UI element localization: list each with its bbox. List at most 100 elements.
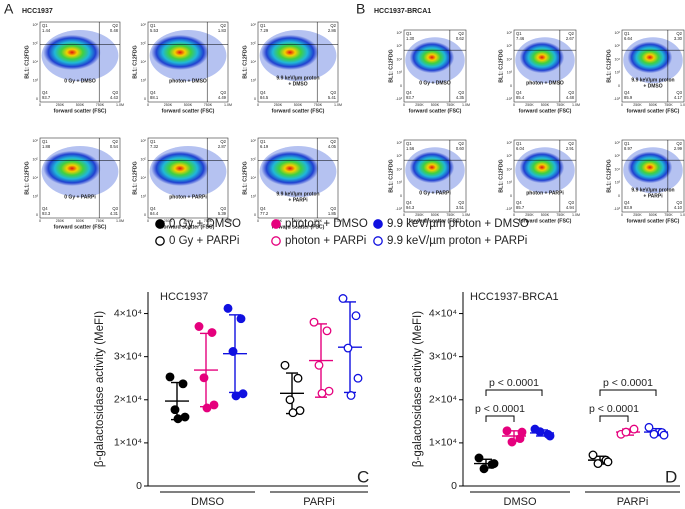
data-point (338, 294, 348, 303)
condition-label: + PARPi (288, 198, 308, 204)
quadrant-name: Q3 (112, 90, 118, 95)
y-axis-title: β-galactosidase activity (MeFI) (412, 311, 424, 467)
quadrant-value: 4.35 (456, 95, 465, 100)
y-tick-label: 0 (36, 213, 38, 217)
p-value: p < 0.0001 (489, 377, 539, 389)
quadrant-name: Q1 (516, 31, 522, 36)
x-tick-label: 1.0M (116, 219, 124, 223)
data-point (194, 322, 204, 331)
quadrant-value: 3.51 (456, 205, 465, 210)
data-point (280, 360, 290, 370)
data-point (236, 314, 246, 324)
x-tick-label: 500K (76, 103, 85, 107)
y-axis-title: BL1: C12FDG (606, 159, 612, 192)
quadrant-value: 2.86 (328, 28, 337, 33)
density-cloud (519, 41, 565, 74)
chart-title: HCC1937 (160, 291, 208, 303)
y-tick-label: 10³ (507, 181, 513, 185)
x-tick-label: 750K (96, 103, 105, 107)
y-axis-title: BL1: C12FDG (498, 159, 504, 192)
density-cloud (627, 41, 673, 74)
y-tick-label: 0 (36, 97, 38, 101)
quadrant-name: Q3 (330, 90, 336, 95)
x-tick-label: 250K (56, 103, 65, 107)
y-tick-label: 0 (254, 97, 256, 101)
y-tick-label: 2×10⁴ (114, 394, 142, 406)
data-point (343, 343, 353, 353)
data-point (178, 379, 188, 389)
y-tick-label: 4×10⁴ (429, 307, 457, 319)
y-tick-label: 10⁴ (140, 60, 146, 64)
quadrant-value: 4.49 (218, 95, 227, 100)
data-point (228, 347, 238, 356)
y-tick-label: 10³ (397, 181, 403, 185)
y-tick-label: 1×10⁴ (114, 437, 142, 449)
x-tick-label: 250K (415, 213, 424, 217)
data-point (202, 403, 212, 413)
quadrant-value: 85.9 (624, 95, 633, 100)
quadrant-value: 3.30 (674, 36, 683, 41)
quadrant-name: Q1 (406, 31, 412, 36)
condition-label: 9.9 keV/µm proton (276, 76, 319, 82)
y-tick-label: -10³ (506, 97, 513, 101)
quadrant-name: Q2 (220, 23, 226, 28)
y-tick-label: 10⁵ (141, 157, 147, 161)
quadrant-value: 4.48 (566, 95, 575, 100)
quadrant-name: Q3 (568, 200, 574, 205)
x-tick-label: 750K (96, 219, 105, 223)
significance-bracket (485, 415, 515, 422)
legend-marker (373, 236, 383, 246)
y-tick-label: 10⁵ (397, 44, 403, 48)
chart-title: HCC1937-BRCA1 (470, 291, 559, 303)
condition-label: 0 Gy + DMSO (64, 79, 96, 85)
x-tick-label: 1.0M (462, 103, 470, 107)
y-tick-label: 10⁵ (615, 44, 621, 48)
x-tick-label: 0 (147, 103, 149, 107)
quadrant-name: Q4 (516, 90, 522, 95)
condition-label: + DMSO (643, 84, 662, 90)
y-axis-title: BL1: C12FDG (24, 161, 30, 194)
x-axis-title: forward scatter (FSC) (54, 108, 107, 114)
quadrant-name: Q4 (516, 200, 522, 205)
data-point (353, 373, 363, 383)
quadrant-name: Q2 (458, 31, 464, 36)
quadrant-value: 84.4 (150, 211, 159, 216)
data-point (231, 391, 241, 401)
data-point (199, 373, 209, 383)
y-tick-label: 10⁴ (614, 167, 620, 171)
x-tick-label: 500K (649, 213, 658, 217)
y-tick-label: 10⁴ (396, 167, 402, 171)
x-tick-label: 750K (556, 213, 565, 217)
x-tick-label: 0 (621, 103, 623, 107)
legend-marker (271, 236, 281, 246)
x-tick-label: 1.0M (572, 213, 580, 217)
quadrant-value: 2.91 (566, 146, 575, 151)
y-tick-label: 10⁴ (506, 167, 512, 171)
quadrant-name: Q2 (458, 141, 464, 146)
data-point (593, 459, 603, 469)
y-tick-label: 10⁴ (32, 176, 38, 180)
quadrant-name: Q2 (330, 23, 336, 28)
quadrant-name: Q4 (42, 206, 48, 211)
condition-label: photon + DMSO (169, 79, 207, 85)
y-axis-title: BL1: C12FDG (606, 49, 612, 82)
quadrant-value: 0.60 (456, 146, 465, 151)
data-point (173, 414, 183, 424)
y-tick-label: 10⁵ (33, 157, 39, 161)
x-tick-label: 1.0M (334, 103, 342, 107)
data-point (285, 395, 295, 405)
quadrant-name: Q4 (624, 200, 630, 205)
x-tick-label: 250K (415, 103, 424, 107)
quadrant-value: 2.99 (674, 146, 683, 151)
legend-label: 0 Gy + PARPi (169, 235, 239, 247)
x-tick-label: 250K (525, 103, 534, 107)
x-tick-label: DMSO (504, 496, 537, 508)
x-tick-label: 750K (204, 103, 213, 107)
quadrant-value: 7.46 (516, 36, 525, 41)
data-point (621, 427, 631, 437)
quadrant-value: 85.4 (516, 95, 525, 100)
data-point (314, 360, 324, 370)
y-tick-label: 1×10⁴ (429, 437, 457, 449)
quadrant-value: 6.19 (260, 144, 269, 149)
data-point (535, 427, 545, 437)
